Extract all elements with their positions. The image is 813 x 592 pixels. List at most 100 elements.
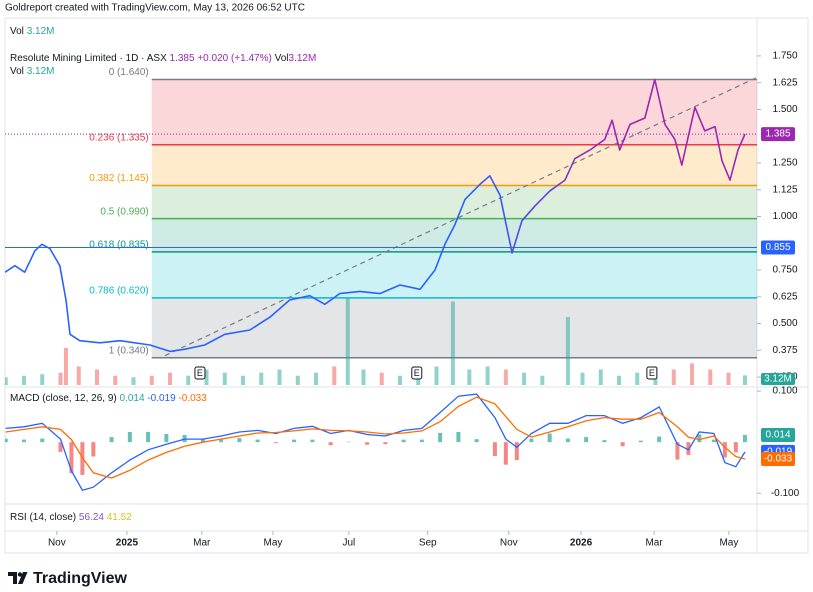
histogram-bar bbox=[109, 437, 114, 443]
histogram-bar bbox=[492, 442, 497, 456]
signal-value: -0.033 bbox=[178, 393, 207, 404]
volume-bar bbox=[94, 369, 99, 385]
macd-hist-value: 0.014 bbox=[120, 393, 145, 404]
histogram-bar bbox=[474, 439, 479, 443]
earnings-label: E bbox=[197, 368, 203, 378]
histogram-bar bbox=[697, 434, 702, 443]
x-tick-label: Mar bbox=[645, 538, 663, 549]
x-tick-label: May bbox=[263, 538, 282, 549]
hline-label-box bbox=[761, 240, 795, 255]
volume-label-box bbox=[761, 373, 795, 385]
legend-change: +0.020 (+1.47%) bbox=[197, 53, 272, 64]
y-tick-label: 0.625 bbox=[772, 291, 797, 302]
y-tick-label: 1.000 bbox=[772, 211, 797, 222]
histogram-bar bbox=[742, 435, 747, 443]
x-tick-label: 2025 bbox=[116, 538, 139, 549]
volume-bar bbox=[113, 375, 118, 385]
histogram-bar bbox=[401, 439, 406, 443]
earnings-marker bbox=[646, 366, 658, 380]
y-tick-label: 1.625 bbox=[772, 77, 797, 88]
earnings-marker bbox=[194, 366, 206, 380]
symbol-title: Resolute Mining Limited · 1D · ASX bbox=[10, 53, 167, 64]
histogram-bar bbox=[237, 438, 242, 443]
volume-label: 3.12M bbox=[764, 374, 792, 385]
volume-bar bbox=[434, 366, 439, 385]
vol-value: 3.12M bbox=[27, 26, 55, 37]
volume-bar bbox=[63, 347, 68, 385]
histogram-bar bbox=[310, 439, 315, 443]
histogram-bar bbox=[328, 442, 333, 446]
macd-label-box bbox=[761, 428, 795, 443]
volume-bar bbox=[186, 375, 191, 385]
volume-bar bbox=[241, 375, 246, 385]
histogram-bar bbox=[438, 432, 443, 443]
fib-label: 0.5 (0.990) bbox=[100, 206, 148, 217]
macd-legend: MACD (close, 12, 26, 9) 0.014 -0.019 -0.… bbox=[10, 393, 207, 404]
brand: TradingView bbox=[33, 570, 128, 587]
histogram-bar bbox=[365, 442, 370, 445]
volume-bar bbox=[467, 369, 472, 385]
histogram-bar bbox=[164, 434, 169, 443]
volume-legend: Vol 3.12M bbox=[10, 66, 54, 77]
volume-bar bbox=[40, 374, 45, 385]
histogram-bar bbox=[5, 438, 8, 443]
fib-label: 1 (0.340) bbox=[109, 345, 149, 356]
volume-bar bbox=[742, 375, 747, 385]
histogram-bar bbox=[58, 442, 63, 452]
histogram-bar bbox=[733, 442, 738, 453]
histogram-bar bbox=[686, 442, 691, 455]
legend: Resolute Mining Limited · 1D · ASX 1.385… bbox=[10, 53, 316, 64]
volume-bar bbox=[58, 372, 63, 385]
y-tick-label: 0.500 bbox=[772, 318, 797, 329]
price-pane: 0 (1.640) 0.236 (1.335) 0.382 (1.145) 0.5 (… bbox=[5, 67, 757, 385]
histogram-bar bbox=[419, 439, 424, 443]
macd-pane bbox=[5, 393, 747, 491]
histogram-bar bbox=[273, 442, 278, 444]
macd-label: 0.014 bbox=[765, 430, 790, 441]
volume-bar bbox=[361, 369, 366, 385]
histogram-bar bbox=[584, 437, 589, 443]
fib-label: 0.236 (1.335) bbox=[89, 132, 149, 143]
volume-bar bbox=[617, 375, 622, 385]
volume-bar bbox=[397, 375, 402, 385]
volume-bar bbox=[5, 377, 8, 385]
fib-band bbox=[151, 144, 757, 186]
x-tick-label: Nov bbox=[500, 538, 518, 549]
histogram-bar bbox=[547, 433, 552, 443]
vol-label: Vol bbox=[10, 26, 24, 37]
fib-band bbox=[151, 251, 757, 298]
volume-bar bbox=[259, 372, 264, 385]
y-tick-label: 0.750 bbox=[772, 265, 797, 276]
histogram-bar bbox=[638, 440, 643, 443]
volume-bar bbox=[131, 377, 136, 385]
y-tick-label: 1.500 bbox=[772, 104, 797, 115]
x-tick-label: Jul bbox=[342, 538, 355, 549]
fib-label: 0.382 (1.145) bbox=[89, 173, 149, 184]
histogram-bar bbox=[346, 441, 351, 443]
logo: TradingView bbox=[8, 570, 128, 587]
volume-bar bbox=[540, 375, 545, 385]
volume-bar bbox=[332, 366, 337, 385]
x-tick-label: Sep bbox=[419, 538, 437, 549]
rsi-legend: RSI (14, close) 56.24 41.52 bbox=[10, 512, 132, 523]
logo-icon bbox=[17, 572, 23, 577]
fib-label: 0 (1.640) bbox=[109, 67, 149, 78]
logo-icon bbox=[8, 572, 17, 584]
histogram-bar bbox=[503, 442, 508, 465]
volume-bar bbox=[635, 372, 640, 385]
histogram-bar bbox=[675, 442, 680, 460]
histogram-bar bbox=[40, 438, 45, 443]
macd-label-box bbox=[761, 452, 795, 467]
histogram-bar bbox=[91, 442, 96, 457]
volume-bar bbox=[522, 372, 527, 385]
volume-bar bbox=[503, 369, 508, 385]
fib-band bbox=[151, 218, 757, 252]
x-tick-label: Nov bbox=[48, 538, 66, 549]
frame bbox=[4, 17, 809, 554]
macd-line bbox=[5, 396, 746, 479]
trendline bbox=[164, 76, 757, 357]
histogram-bar bbox=[711, 439, 716, 443]
y-tick-label: -0.100 bbox=[771, 488, 800, 499]
earnings-marker bbox=[411, 366, 423, 380]
fib-band bbox=[151, 79, 757, 145]
